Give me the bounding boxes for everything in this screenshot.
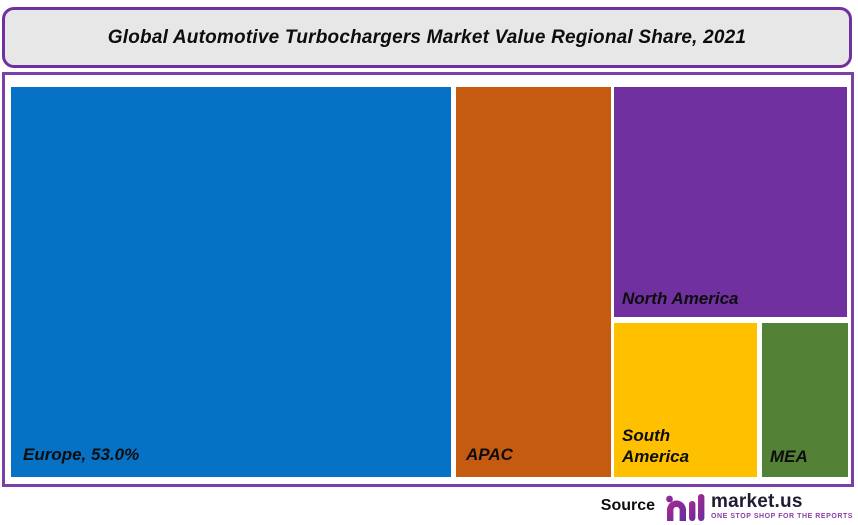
marketus-logo[interactable]: market.us ONE STOP SHOP FOR THE REPORTS (664, 490, 853, 522)
treemap-tile-south-america: South America (614, 323, 757, 477)
marketus-logo-tagline: ONE STOP SHOP FOR THE REPORTS (711, 513, 853, 520)
marketus-logo-text-wrap: market.us ONE STOP SHOP FOR THE REPORTS (711, 492, 853, 520)
treemap-label-apac: APAC (466, 444, 513, 464)
treemap-label-mea: MEA (770, 446, 808, 466)
marketus-logo-icon (666, 494, 705, 521)
source-row: Source market.us ONE STOP SHOP FOR THE R… (601, 489, 853, 523)
treemap-frame: Europe, 53.0% APAC North America South A… (2, 72, 854, 487)
treemap-tile-north-america: North America (614, 87, 847, 317)
chart-title: Global Automotive Turbochargers Market V… (107, 26, 747, 48)
treemap-label-south-america: South America (622, 425, 690, 466)
treemap-tile-apac: APAC (456, 87, 611, 477)
treemap-tile-europe: Europe, 53.0% (11, 87, 451, 477)
treemap-label-europe: Europe, 53.0% (23, 444, 140, 464)
treemap-tile-mea: MEA (762, 323, 848, 477)
source-label: Source (600, 497, 656, 514)
chart-title-box: Global Automotive Turbochargers Market V… (2, 7, 852, 68)
treemap-label-north-america: North America (622, 288, 739, 308)
marketus-logo-text: market.us (711, 491, 803, 512)
